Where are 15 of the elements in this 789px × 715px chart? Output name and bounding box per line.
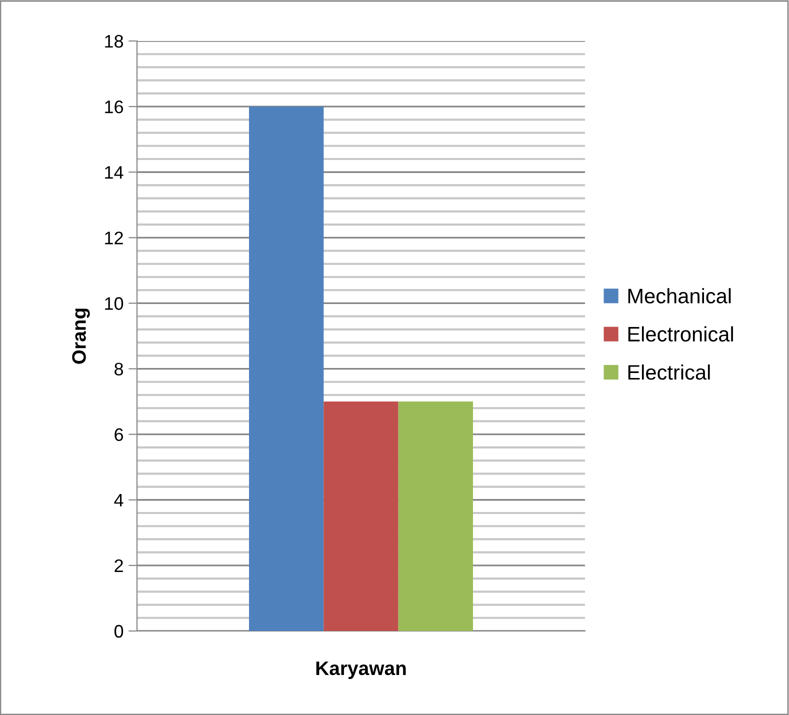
y-tick-label: 18 [105,34,124,48]
legend-label: Electronical [628,326,733,342]
x-axis-title: Karyawan [316,662,406,679]
y-tick-label: 16 [105,100,124,114]
y-tick-label: 14 [105,166,124,179]
y-tick-label: 6 [114,428,124,442]
legend-label: Electrical [628,364,710,380]
y-tick-label: 12 [105,232,123,244]
y-tick-label: 0 [114,624,124,638]
y-tick-label: 2 [114,559,123,572]
y-tick-label: 10 [105,297,124,310]
legend-label: Mechanical [628,288,731,304]
y-tick-label: 8 [114,362,124,376]
y-tick-label: 4 [114,494,124,506]
y-axis-title: Orang [72,308,90,364]
